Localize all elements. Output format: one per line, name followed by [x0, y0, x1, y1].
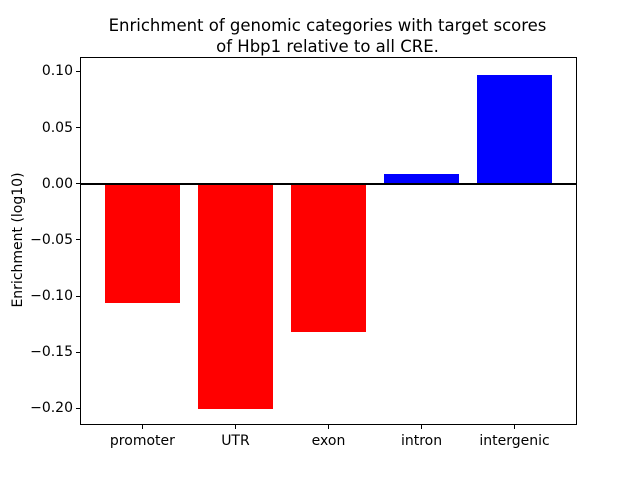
y-tick-label: 0.10 [41, 63, 73, 80]
y-tick-mark [76, 127, 81, 129]
x-tick-label-intron: intron [400, 433, 443, 449]
x-tick-mark-exon [328, 424, 329, 429]
bar-intron [384, 173, 459, 184]
y-tick-label: 0.05 [41, 119, 73, 136]
x-tick-mark-promoter [141, 424, 143, 429]
x-tick-mark-intron [421, 424, 423, 429]
y-tick-mark [76, 407, 81, 409]
y-tick-label: −0.05 [30, 231, 73, 248]
y-tick-label: −0.20 [30, 400, 73, 417]
plot-area: promoter UTR exon intron intergenic 0.10 0.05 0… [30, 57, 577, 449]
x-tick-label-exon: exon [311, 433, 346, 449]
y-tick-mark [76, 351, 81, 353]
x-tick-label-intergenic: intergenic [479, 433, 550, 449]
zero-line [81, 182, 576, 185]
x-tick-label-promoter: promoter [109, 433, 175, 449]
y-tick-mark [76, 239, 81, 241]
bar-intergenic [477, 74, 552, 184]
bar-promoter [105, 183, 180, 303]
x-tick-label-UTR: UTR [221, 433, 250, 449]
y-tick-mark [76, 70, 81, 72]
bar-exon [291, 183, 366, 332]
chart-title: Enrichment of genomic categories with ta… [80, 16, 575, 57]
chart-title-line-2: of Hbp1 relative to all CRE. [216, 36, 439, 56]
chart-title-line-1: Enrichment of genomic categories with ta… [108, 16, 547, 35]
bar-UTR [198, 183, 273, 410]
y-tick-label: 0.00 [41, 175, 73, 192]
y-tick-label: −0.10 [30, 288, 73, 304]
y-tick-mark [76, 295, 81, 297]
y-tick-label: −0.15 [30, 344, 73, 361]
x-tick-mark-UTR [234, 424, 236, 429]
y-tick-mark [76, 183, 81, 185]
x-tick-mark-intergenic [514, 424, 516, 429]
